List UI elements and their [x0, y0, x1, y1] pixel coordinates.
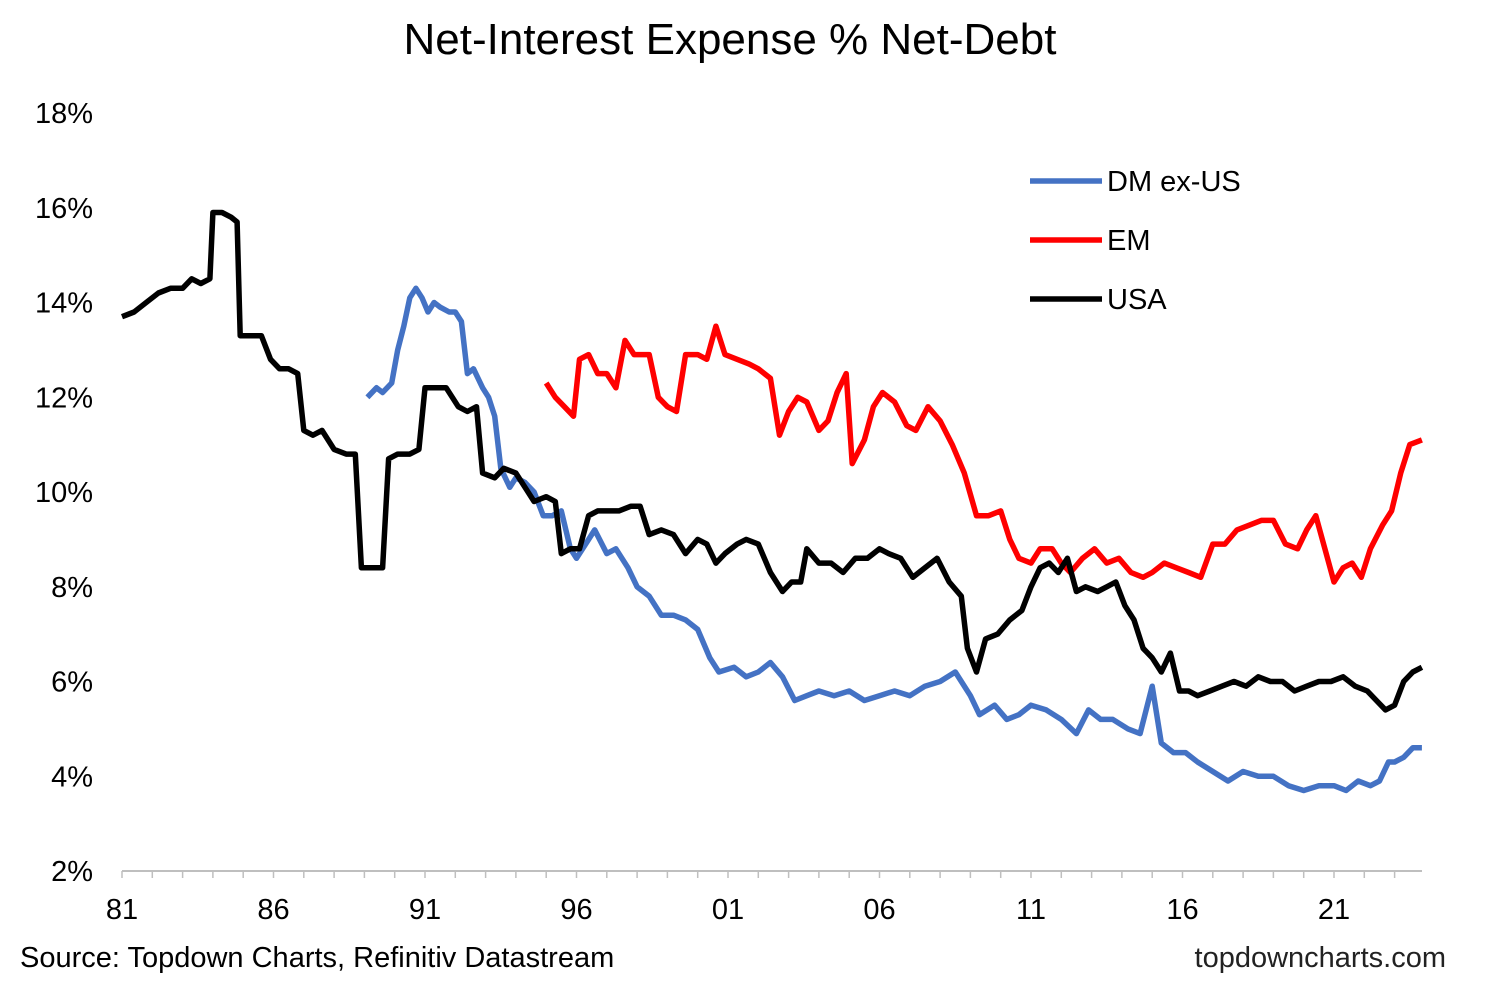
series-line-dm-ex-us: [365, 285, 1422, 794]
x-tick-label: 86: [257, 894, 289, 926]
x-tick-label: 96: [560, 894, 592, 926]
legend-label: USA: [1107, 284, 1167, 316]
x-axis: 81 86 91 96 01 06 11 16 21: [106, 870, 1422, 926]
y-tick-label: 2%: [51, 856, 93, 888]
legend: DM ex-US EM USA: [1030, 166, 1241, 316]
y-tick-label: 18%: [35, 98, 93, 130]
x-tick-label: 91: [409, 894, 441, 926]
x-tick-label: 21: [1318, 894, 1350, 926]
series-line-usa: [121, 209, 1424, 713]
y-tick-label: 8%: [51, 572, 93, 604]
y-tick-label: 4%: [51, 761, 93, 793]
y-tick-label: 14%: [35, 288, 93, 320]
series-line-em: [543, 323, 1423, 585]
x-tick-label: 81: [106, 894, 138, 926]
chart-title: Net-Interest Expense % Net-Debt: [404, 15, 1057, 64]
x-tick-label: 01: [712, 894, 744, 926]
x-tick-label: 06: [863, 894, 895, 926]
plot-area: [121, 209, 1424, 794]
legend-label: DM ex-US: [1107, 166, 1241, 198]
legend-label: EM: [1107, 225, 1151, 257]
x-tick-label: 16: [1166, 894, 1198, 926]
x-tick-label: 11: [1016, 894, 1046, 926]
y-tick-label: 16%: [35, 193, 93, 225]
y-axis: 2% 4% 6% 8% 10% 12% 14% 16% 18%: [35, 98, 93, 888]
source-note: Source: Topdown Charts, Refinitiv Datast…: [20, 942, 614, 974]
y-tick-label: 10%: [35, 477, 93, 509]
y-tick-label: 6%: [51, 667, 93, 699]
y-tick-label: 12%: [35, 382, 93, 414]
website-credit: topdowncharts.com: [1195, 942, 1446, 974]
